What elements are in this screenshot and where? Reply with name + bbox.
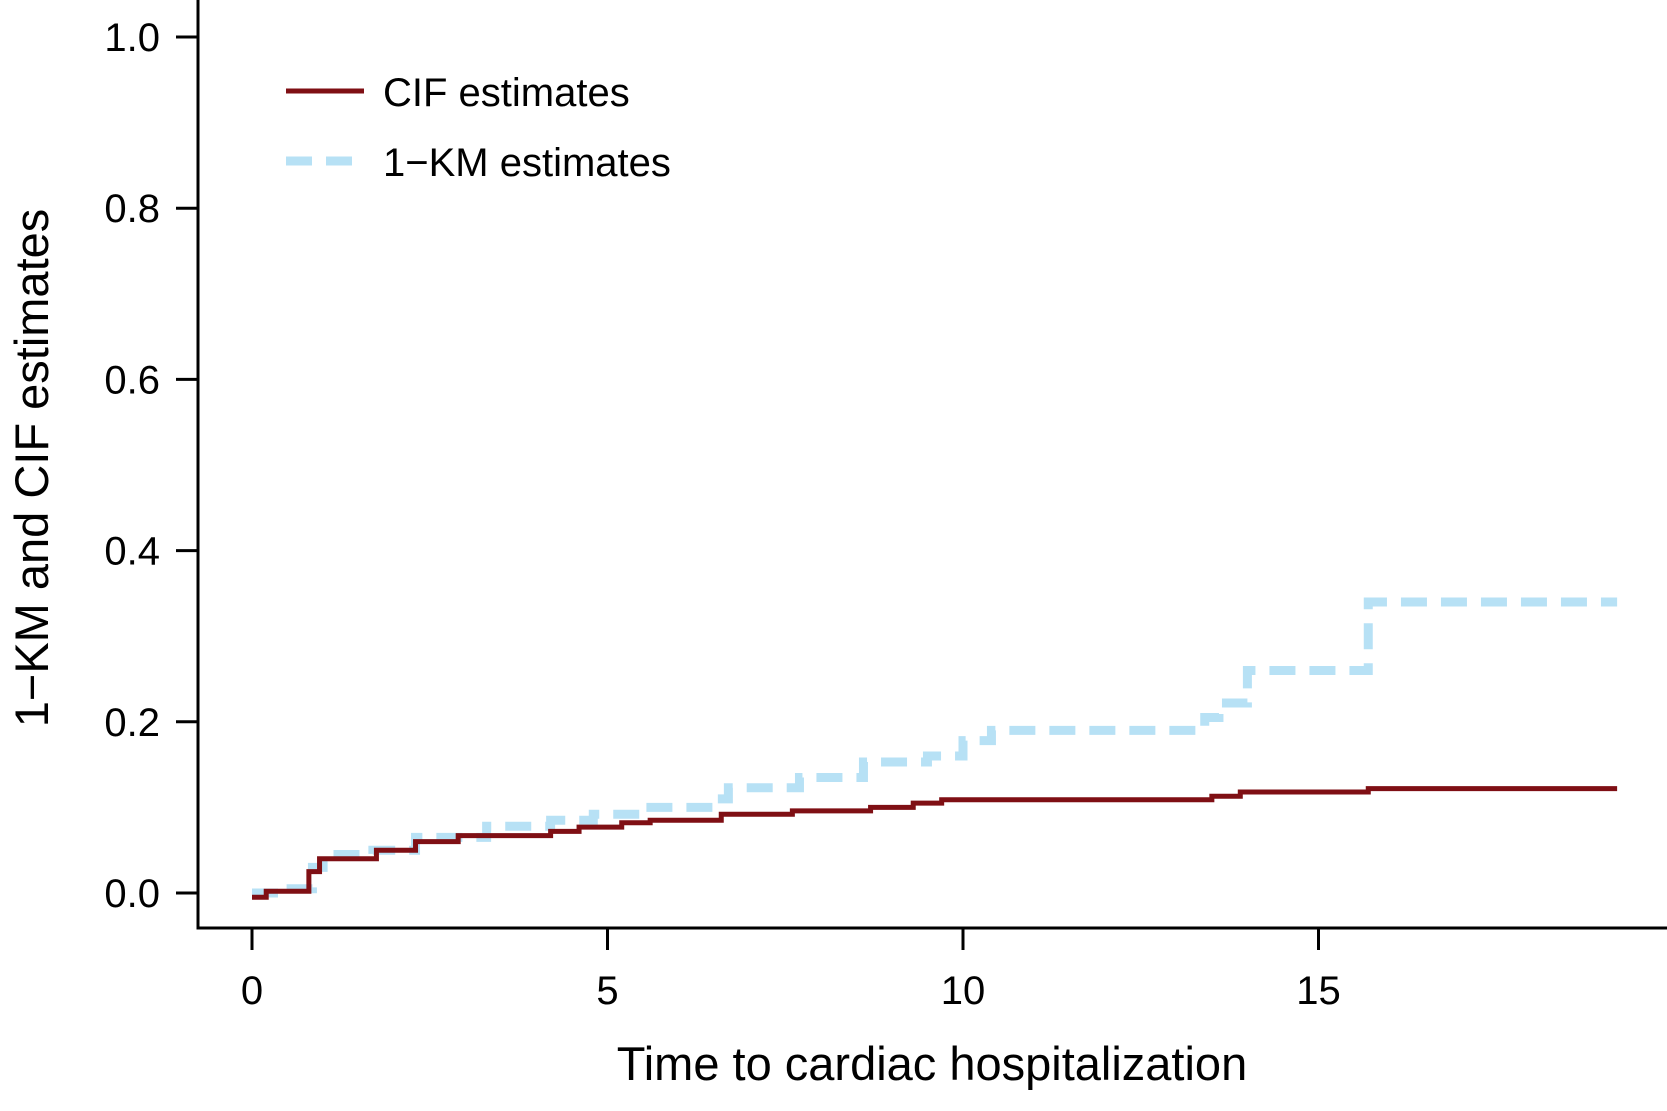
cif-estimates-line bbox=[252, 786, 1618, 900]
plot-lines bbox=[252, 597, 1618, 900]
y-axis-title: 1−KM and CIF estimates bbox=[5, 209, 58, 728]
x-ticks: 0 5 10 15 bbox=[241, 928, 1341, 1013]
x-tick-label: 0 bbox=[241, 969, 263, 1013]
y-tick-label: 0.8 bbox=[104, 187, 160, 231]
y-tick-label: 0.4 bbox=[104, 530, 160, 574]
x-tick-label: 5 bbox=[596, 969, 618, 1013]
x-tick-label: 15 bbox=[1296, 969, 1341, 1013]
y-ticks: 0.0 0.2 0.4 0.6 0.8 1.0 bbox=[104, 16, 198, 916]
y-tick-label: 0.2 bbox=[104, 701, 160, 745]
legend: CIF estimates 1−KM estimates bbox=[286, 71, 671, 185]
axes: 0.0 0.2 0.4 0.6 0.8 1.0 0 5 10 15 bbox=[104, 0, 1667, 1013]
x-tick-label: 10 bbox=[941, 969, 986, 1013]
y-tick-label: 0.0 bbox=[104, 872, 160, 916]
legend-label-cif: CIF estimates bbox=[383, 71, 630, 115]
legend-label-km: 1−KM estimates bbox=[383, 141, 671, 185]
x-axis-title: Time to cardiac hospitalization bbox=[617, 1037, 1247, 1090]
y-tick-label: 0.6 bbox=[104, 358, 160, 402]
km-estimates-line bbox=[252, 597, 1618, 898]
y-tick-label: 1.0 bbox=[104, 16, 160, 60]
